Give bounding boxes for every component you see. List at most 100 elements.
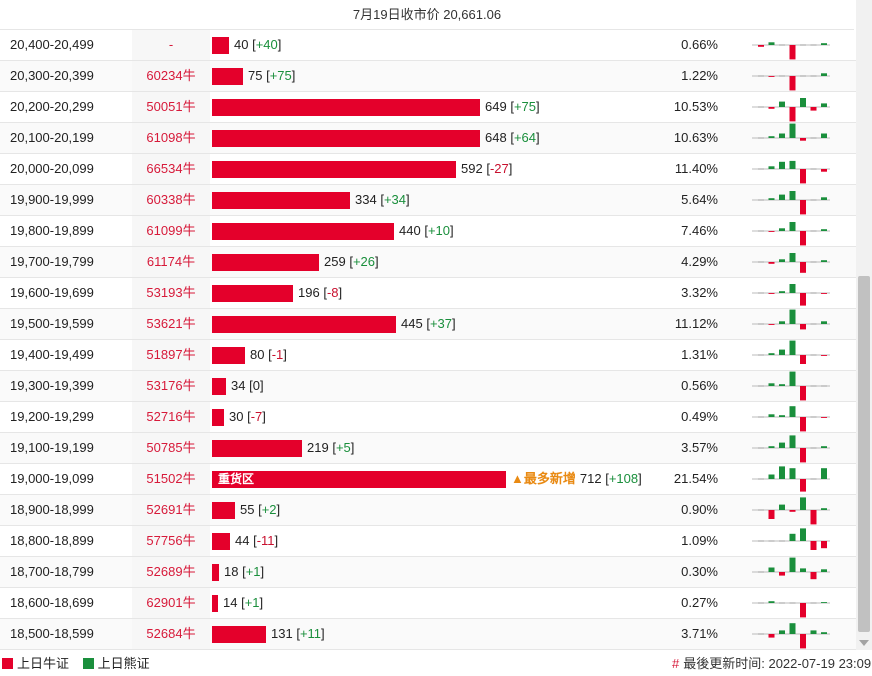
table-row[interactable]: 19,400-19,499 51897牛 80 [-1] 1.31% [0, 340, 856, 371]
cbbc-code-link[interactable]: 66534牛 [132, 154, 210, 184]
sparkline-bar [779, 101, 785, 107]
sparkline-bar [810, 323, 817, 325]
quantity-bar [212, 533, 230, 550]
sparkline-bar [768, 262, 775, 264]
sparkline-bar [810, 75, 817, 77]
cbbc-code-link[interactable]: 62901牛 [132, 588, 210, 618]
cbbc-code-link[interactable]: - [132, 30, 210, 60]
quantity-change: -8 [326, 285, 339, 300]
quantity-number: 196 [298, 285, 320, 300]
sparkline-svg [752, 98, 830, 122]
table-row[interactable]: 19,300-19,399 53176牛 34 [0] 0.56% [0, 371, 856, 402]
trend-sparkline [752, 61, 830, 91]
table-row[interactable]: 20,300-20,399 60234牛 75 [+75] 1.22% [0, 61, 856, 92]
sparkline-bar [779, 384, 785, 386]
quantity-value: 334 [+34] [355, 192, 410, 207]
quantity-number: 259 [324, 254, 346, 269]
scroll-down-arrow-icon[interactable] [859, 640, 869, 646]
table-row[interactable]: 19,000-19,099 51502牛 重货区 ▲最多新增 712 [+108] 21.… [0, 464, 856, 495]
table-row[interactable]: 19,700-19,799 61174牛 259 [+26] 4.29% [0, 247, 856, 278]
cbbc-code-link[interactable]: 50785牛 [132, 433, 210, 463]
table-row[interactable]: 18,600-18,699 62901牛 14 [+1] 0.27% [0, 588, 856, 619]
sparkline-bar [821, 632, 827, 634]
sparkline-bar [789, 371, 796, 386]
cbbc-code-link[interactable]: 60338牛 [132, 185, 210, 215]
percentage: 1.22% [681, 68, 718, 83]
sparkline-svg [752, 123, 830, 141]
cbbc-code-link[interactable]: 61098牛 [132, 123, 210, 153]
quantity-change: +64 [513, 130, 536, 145]
quantity-number: 34 [231, 378, 246, 393]
cbbc-code-link[interactable]: 57756牛 [132, 526, 210, 556]
table-row[interactable]: 20,100-20,199 61098牛 648 [+64] 10.63% [0, 123, 856, 154]
sparkline-svg [752, 557, 830, 580]
sparkline-bar [800, 497, 806, 510]
sparkline-bar [758, 509, 764, 511]
cbbc-code-link[interactable]: 50051牛 [132, 92, 210, 122]
table-row[interactable]: 20,200-20,299 50051牛 649 [+75] 10.53% [0, 92, 856, 123]
cbbc-code-link[interactable]: 52684牛 [132, 619, 210, 649]
footer: 上日牛证 上日熊证 # 最後更新时间: 2022-07-19 23:09 [0, 652, 872, 676]
scrollbar[interactable] [856, 0, 872, 650]
percentage: 7.46% [681, 223, 718, 238]
sparkline-bar [810, 230, 817, 232]
sparkline-bar [800, 169, 806, 184]
sparkline-bar [768, 474, 775, 479]
cbbc-code-link[interactable]: 52689牛 [132, 557, 210, 587]
sparkline-bar [800, 448, 806, 463]
cbbc-code-link[interactable]: 52691牛 [132, 495, 210, 525]
sparkline-bar [768, 510, 775, 519]
sparkline-bar [779, 75, 785, 77]
price-range: 18,500-18,599 [10, 626, 94, 641]
quantity-bar [212, 595, 218, 612]
sparkline-bar [758, 137, 764, 139]
table-row[interactable]: 19,200-19,299 52716牛 30 [-7] 0.49% [0, 402, 856, 433]
table-row[interactable]: 19,800-19,899 61099牛 440 [+10] 7.46% [0, 216, 856, 247]
cbbc-code-link[interactable]: 60234牛 [132, 61, 210, 91]
cbbc-code-link[interactable]: 53193牛 [132, 278, 210, 308]
table-row[interactable]: 20,400-20,499 - 40 [+40] 0.66% [0, 30, 856, 61]
cbbc-code-link[interactable]: 51502牛 [132, 464, 210, 494]
cbbc-code-link[interactable]: 51897牛 [132, 340, 210, 370]
table-row[interactable]: 19,600-19,699 53193牛 196 [-8] 3.32% [0, 278, 856, 309]
quantity-change: -11 [256, 533, 275, 548]
table-row[interactable]: 18,800-18,899 57756牛 44 [-11] 1.09% [0, 526, 856, 557]
sparkline-bar [768, 540, 775, 542]
quantity-change: +40 [255, 37, 278, 52]
table-row[interactable]: 20,000-20,099 66534牛 592 [-27] 11.40% [0, 154, 856, 185]
sparkline-bar [768, 414, 775, 417]
sparkline-svg [752, 253, 830, 273]
table-row[interactable]: 18,900-18,999 52691牛 55 [+2] 0.90% [0, 495, 856, 526]
sparkline-bar [810, 447, 817, 449]
sparkline-bar [789, 623, 796, 634]
table-row[interactable]: 19,100-19,199 50785牛 219 [+5] 3.57% [0, 433, 856, 464]
sparkline-bar [810, 416, 817, 418]
quantity-number: 648 [485, 130, 507, 145]
quantity-bar [212, 378, 226, 395]
sparkline-svg [752, 528, 830, 550]
table-row[interactable]: 19,500-19,599 53621牛 445 [+37] 11.12% [0, 309, 856, 340]
sparkline-bar [821, 169, 827, 172]
cbbc-code-link[interactable]: 61174牛 [132, 247, 210, 277]
cbbc-code-link[interactable]: 52716牛 [132, 402, 210, 432]
quantity-value: 259 [+26] [324, 254, 379, 269]
sparkline-bar [768, 136, 775, 138]
cbbc-code-link[interactable]: 53621牛 [132, 309, 210, 339]
cbbc-code-link[interactable]: 61099牛 [132, 216, 210, 246]
sparkline-bar [810, 261, 817, 263]
table-row[interactable]: 19,900-19,999 60338牛 334 [+34] 5.64% [0, 185, 856, 216]
page-title: 7月19日收市价 20,661.06 [0, 0, 854, 30]
sparkline-bar [800, 417, 806, 432]
sparkline-svg [752, 623, 830, 649]
sparkline-bar [758, 385, 764, 387]
cbbc-code-link[interactable]: 53176牛 [132, 371, 210, 401]
table-row[interactable]: 18,500-18,599 52684牛 131 [+11] 3.71% [0, 619, 856, 650]
price-range: 19,000-19,099 [10, 471, 94, 486]
scrollbar-thumb[interactable] [858, 276, 870, 632]
table-row[interactable]: 18,700-18,799 52689牛 18 [+1] 0.30% [0, 557, 856, 588]
quantity-value: 18 [+1] [224, 564, 265, 579]
sparkline-svg [752, 222, 830, 246]
quantity-change: -27 [489, 161, 509, 176]
quantity-change: +108 [608, 471, 639, 486]
quantity-change: +75 [513, 99, 536, 114]
